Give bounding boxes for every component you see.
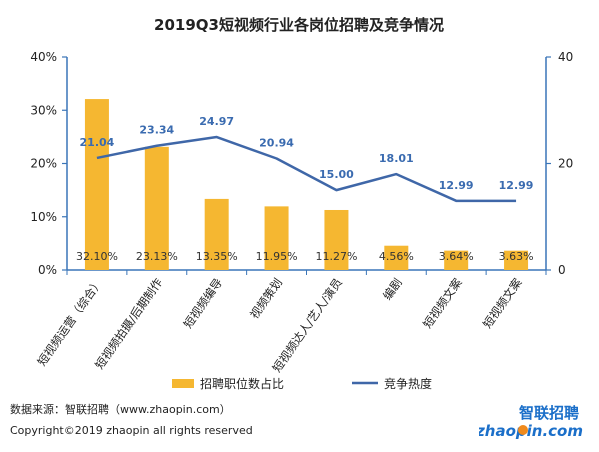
bar-value-label: 3.64% [439,250,474,263]
x-tick-label: 视频策划 [247,276,285,322]
bar [144,146,169,270]
legend-swatch-bar [172,379,194,388]
x-tick-label: 短视频文案 [420,275,465,331]
left-axis-tick-label: 10% [30,210,57,224]
legend: 招聘职位数占比 竞争热度 [172,376,432,391]
x-tick-label: 短视频文案 [480,275,525,331]
logo-text-top: 智联招聘 [519,404,579,422]
line-value-label: 12.99 [499,179,534,192]
line-value-label: 15.00 [319,168,354,181]
copyright-note: Copyright©2019 zhaopin all rights reserv… [10,424,253,437]
bar-value-labels: 32.10% 23.13% 13.35% 11.95% 11.27% 4.56% 3.64%… [76,250,534,263]
line-value-label: 24.97 [199,115,234,128]
bar-value-label: 23.13% [136,250,178,263]
left-axis-tick-label: 0% [38,263,57,277]
bar [264,206,289,270]
bar [84,99,109,270]
line-series-path [96,135,517,203]
bar-value-label: 32.10% [76,250,118,263]
chart-title: 2019Q3短视频行业各岗位招聘及竞争情况 [154,16,444,34]
bar [204,198,229,270]
logo-dot-icon [518,425,528,435]
line-value-label: 18.01 [379,152,414,165]
left-axis-tick-label: 40% [30,50,57,64]
x-tick-label: 短视频达人/艺人/演员 [270,276,345,375]
line-value-labels: 21.04 23.34 24.97 20.94 15.00 18.01 12.99 12.99 [80,115,534,192]
right-axis-tick-label: 0 [558,263,566,277]
bar-value-label: 11.27% [315,250,357,263]
x-tick-label: 短视频编导 [181,276,225,331]
line-value-label: 12.99 [439,179,474,192]
x-tick-label: 编剧 [380,276,405,303]
bar-value-label: 11.95% [256,250,298,263]
chart-axes: 0% 10% 20% 30% 40% 0 20 40 [30,50,573,277]
line-value-label: 23.34 [139,124,174,137]
bar-series [84,99,529,270]
left-axis-tick-label: 30% [30,103,57,117]
left-axis-tick-label: 20% [30,157,57,171]
x-tick-label: 短视频运营（综合） [35,276,106,369]
right-axis-tick-label: 20 [558,157,573,171]
bar [444,250,469,270]
zhaopin-logo: 智联招聘 zhaopin.com [479,404,583,440]
legend-label-line: 竞争热度 [384,376,432,391]
bar [384,245,409,270]
bar-value-label: 3.63% [499,250,534,263]
right-axis-tick-label: 40 [558,50,573,64]
chart-canvas: 2019Q3短视频行业各岗位招聘及竞争情况 0% 10% 20% 30% 40% 0 20 4… [30,16,573,391]
bar [324,209,349,270]
line-value-label: 21.04 [80,136,115,149]
bar-value-label: 13.35% [196,250,238,263]
line-value-label: 20.94 [259,136,294,149]
data-source-note: 数据来源：智联招聘（www.zhaopin.com） [10,403,231,416]
x-tick-label: 短视频拍摄/后期制作 [92,275,165,371]
bar-value-label: 4.56% [379,250,414,263]
logo-text-bottom: zhaopin.com [479,422,583,440]
legend-label-bar: 招聘职位数占比 [200,376,284,391]
line-series [96,135,517,203]
bar [504,250,529,270]
